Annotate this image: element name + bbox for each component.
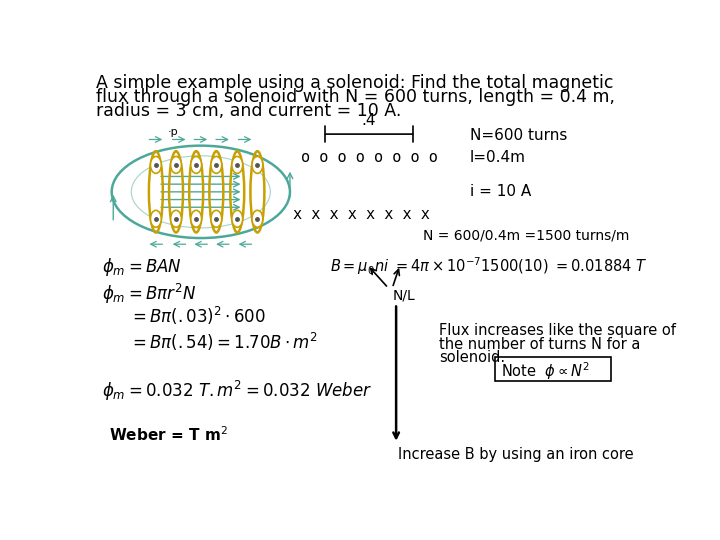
Text: x x x x x x x x: x x x x x x x x xyxy=(293,207,430,222)
Text: radius = 3 cm, and current = 10 A.: radius = 3 cm, and current = 10 A. xyxy=(96,102,402,120)
Text: solenoid.: solenoid. xyxy=(438,350,505,366)
Text: A simple example using a solenoid: Find the total magnetic: A simple example using a solenoid: Find … xyxy=(96,74,613,92)
Text: i = 10 A: i = 10 A xyxy=(469,184,531,199)
Ellipse shape xyxy=(191,157,202,173)
Ellipse shape xyxy=(150,157,161,173)
Text: l=0.4m: l=0.4m xyxy=(469,150,526,165)
Ellipse shape xyxy=(252,157,263,173)
Ellipse shape xyxy=(211,157,222,173)
Ellipse shape xyxy=(211,210,222,227)
Text: Flux increases like the square of: Flux increases like the square of xyxy=(438,323,675,338)
Text: $= B\pi(.54) = 1.70B \cdot m^2$: $= B\pi(.54) = 1.70B \cdot m^2$ xyxy=(129,330,318,353)
Text: $\phi_m = 0.032\ T.m^2 = 0.032\ Weber$: $\phi_m = 0.032\ T.m^2 = 0.032\ Weber$ xyxy=(102,379,372,403)
Ellipse shape xyxy=(150,210,161,227)
Ellipse shape xyxy=(171,210,181,227)
Text: $= B\pi(.03)^2 \cdot 600$: $= B\pi(.03)^2 \cdot 600$ xyxy=(129,305,266,327)
Text: Weber = T m$^2$: Weber = T m$^2$ xyxy=(109,425,228,444)
Text: ·p: ·p xyxy=(168,127,178,137)
Text: .4: .4 xyxy=(361,113,377,128)
Ellipse shape xyxy=(171,157,181,173)
Ellipse shape xyxy=(232,157,243,173)
Text: o o o o o o o o: o o o o o o o o xyxy=(300,150,438,165)
Text: N = 600/0.4m =1500 turns/m: N = 600/0.4m =1500 turns/m xyxy=(423,228,629,242)
Text: Note  $\phi \propto N^2$: Note $\phi \propto N^2$ xyxy=(500,361,590,382)
Ellipse shape xyxy=(232,210,243,227)
Text: $\phi_m = B\pi r^2 N$: $\phi_m = B\pi r^2 N$ xyxy=(102,282,196,306)
Text: N/L: N/L xyxy=(392,288,415,302)
Text: the number of turns N for a: the number of turns N for a xyxy=(438,336,640,352)
Ellipse shape xyxy=(191,210,202,227)
Text: $\phi_m = BAN$: $\phi_m = BAN$ xyxy=(102,256,181,278)
Text: Increase B by using an iron core: Increase B by using an iron core xyxy=(398,448,634,462)
Text: N=600 turns: N=600 turns xyxy=(469,128,567,143)
Text: $B = \mu_0 ni\ = 4\pi \times 10^{-7}1500(10)\ = 0.01884\ T$: $B = \mu_0 ni\ = 4\pi \times 10^{-7}1500… xyxy=(330,256,648,278)
Ellipse shape xyxy=(252,210,263,227)
Text: flux through a solenoid with N = 600 turns, length = 0.4 m,: flux through a solenoid with N = 600 tur… xyxy=(96,88,615,106)
